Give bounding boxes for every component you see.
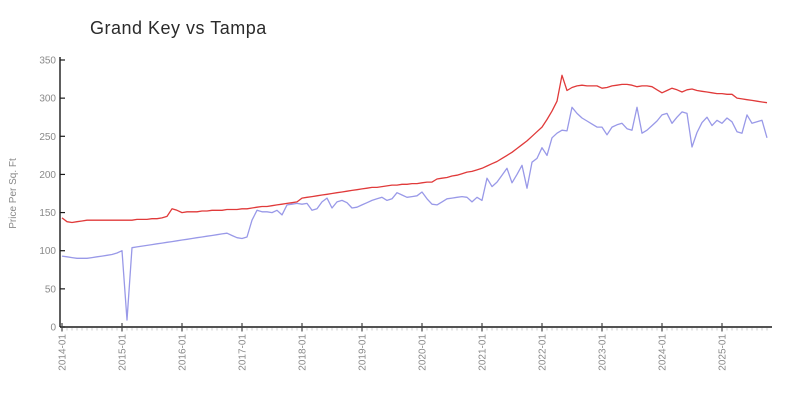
x-tick-label: 2017-01 (238, 334, 249, 371)
y-tick-label: 200 (39, 170, 56, 181)
x-tick-label: 2020-01 (418, 334, 429, 371)
x-tick-label: 2024-01 (658, 334, 669, 371)
x-tick-label: 2016-01 (178, 334, 189, 371)
y-tick-label: 250 (39, 132, 56, 143)
x-tick-label: 2015-01 (118, 334, 129, 371)
y-tick-label: 150 (39, 208, 56, 219)
x-tick-label: 2019-01 (358, 334, 369, 371)
x-tick-label: 2014-01 (58, 334, 69, 371)
x-tick-label: 2022-01 (538, 334, 549, 371)
y-tick-label: 50 (45, 284, 57, 295)
chart-title: Grand Key vs Tampa (90, 18, 267, 38)
y-tick-label: 0 (50, 323, 56, 334)
series-line-grand-key (61, 106, 768, 321)
series-line-tampa (61, 74, 768, 224)
x-tick-label: 2021-01 (478, 334, 489, 371)
y-axis-label: Price Per Sq. Ft (8, 158, 19, 229)
y-tick-label: 350 (39, 56, 56, 67)
y-tick-label: 100 (39, 246, 56, 257)
x-tick-label: 2023-01 (598, 334, 609, 371)
x-tick-label: 2018-01 (298, 334, 309, 371)
y-tick-label: 300 (39, 94, 56, 105)
x-tick-label: 2025-01 (718, 334, 729, 371)
